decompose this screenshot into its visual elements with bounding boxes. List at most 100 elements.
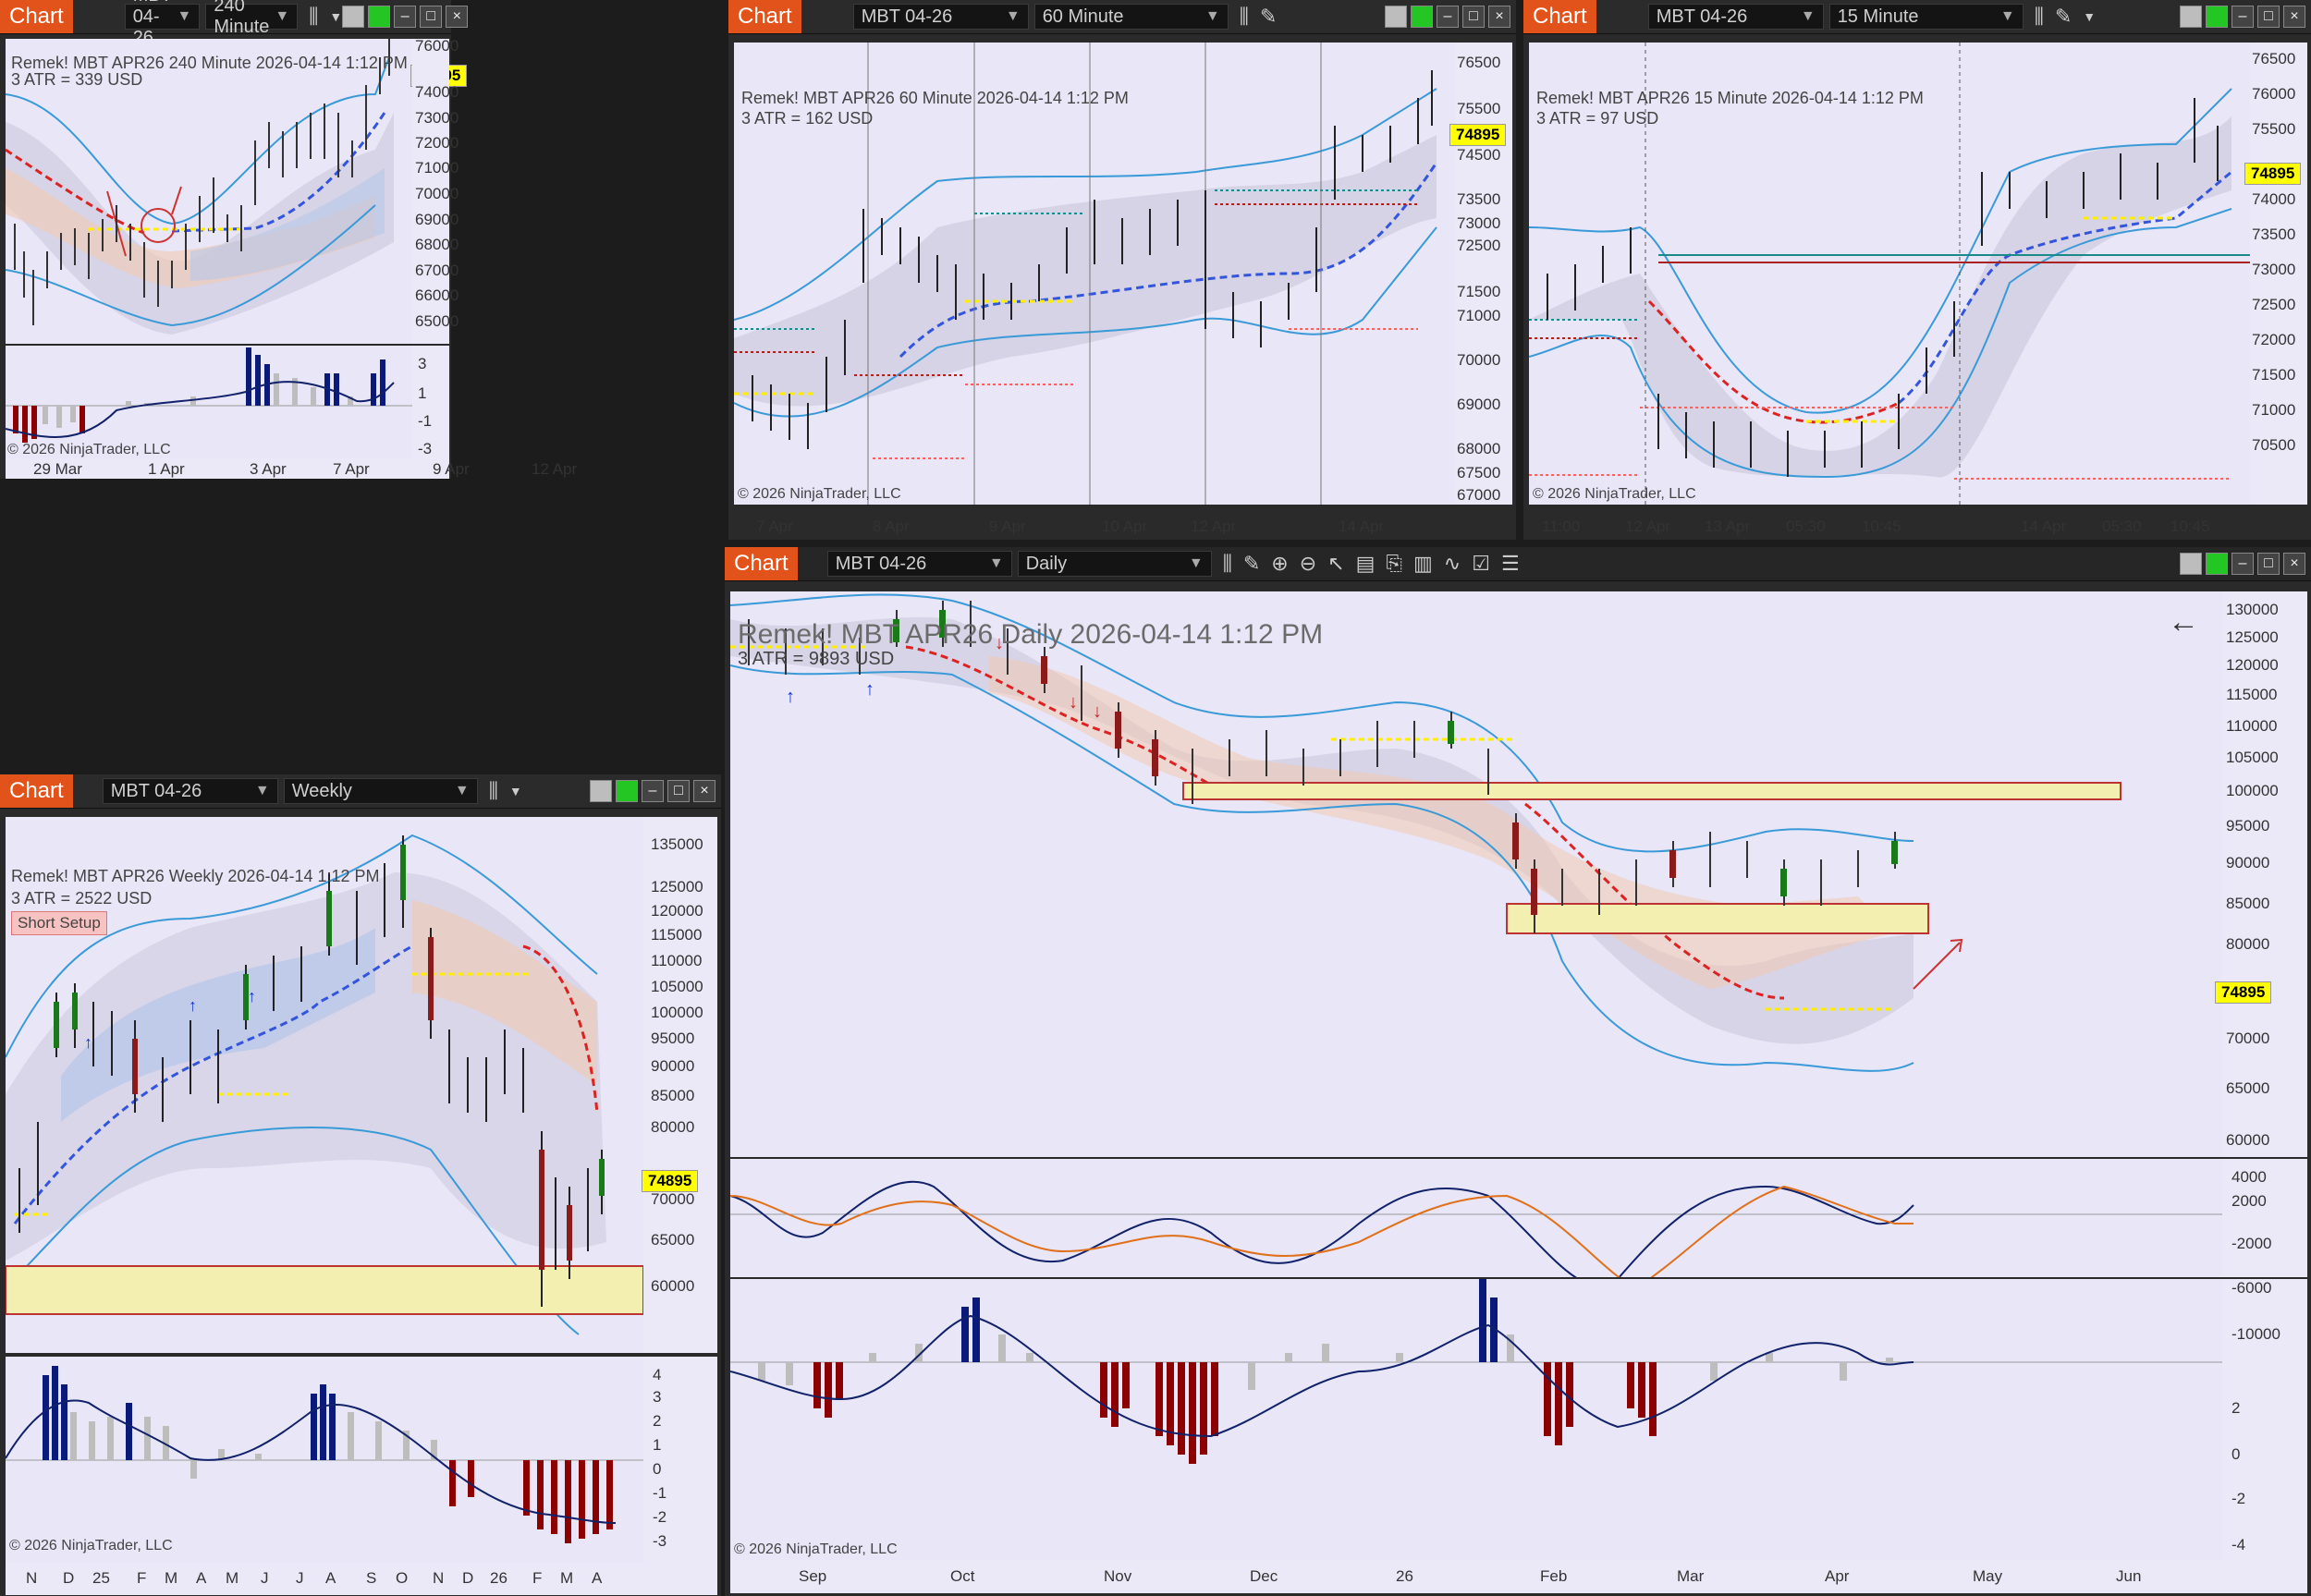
instrument-selector[interactable]: MBT 04-26▼: [826, 551, 1012, 577]
interval-selector[interactable]: 15 Minute ▼: [1828, 4, 2024, 30]
interval-selector[interactable]: Weekly ▼: [283, 778, 478, 804]
x-tick-label: 26: [1396, 1567, 1413, 1585]
pointer-icon[interactable]: ↖: [1327, 552, 1345, 575]
data-box-icon[interactable]: ▤: [1355, 552, 1376, 575]
x-tick-label: 29 Mar: [33, 460, 82, 478]
chart-title: Remek! MBT APR26 240 Minute 2026-04-14 1…: [11, 54, 408, 72]
zoom-out-icon[interactable]: ⊖: [1299, 552, 1317, 575]
maximize-button[interactable]: □: [667, 780, 690, 802]
strategies-icon[interactable]: ∿: [1443, 552, 1461, 575]
instrument-value: MBT 04-26: [861, 6, 953, 27]
link-color-button[interactable]: [2206, 553, 2228, 575]
maximize-button[interactable]: □: [420, 6, 443, 28]
maximize-button[interactable]: □: [2257, 6, 2280, 28]
svg-text:↓: ↓: [1093, 701, 1102, 722]
maximize-button[interactable]: □: [2257, 553, 2280, 575]
price-panel[interactable]: ↑ ↑ ↓ ↓ ↓ Remek! MBT APR26 Daily 2026-04-14…: [730, 591, 2222, 1157]
y-tick-label: 76000: [415, 37, 459, 55]
link-color-button[interactable]: [1411, 6, 1433, 28]
link-color-button[interactable]: [1385, 6, 1407, 28]
close-button[interactable]: ×: [693, 780, 715, 802]
osc-tick-label: -1: [418, 412, 433, 430]
minimize-button[interactable]: –: [394, 6, 417, 28]
price-panel[interactable]: ↑ ↑ ↑ Remek! MBT APR26 Weekly 2026-04-14 1…: [6, 817, 643, 1353]
y-tick-label: 69000: [1457, 396, 1501, 413]
dropdown-icon[interactable]: ▼: [2083, 9, 2097, 24]
price-panel[interactable]: Remek! MBT APR26 60 Minute 2026-04-14 1:…: [734, 43, 1455, 505]
bars-type-icon[interactable]: ⫼: [1239, 5, 1249, 28]
chart-menu-button[interactable]: Chart: [0, 0, 73, 33]
y-tick-label: 70000: [651, 1190, 695, 1208]
bars-type-icon[interactable]: ⫼: [2034, 5, 2044, 28]
oscillator-panel[interactable]: © 2026 NinjaTrader, LLC: [6, 346, 412, 458]
chart-menu-button[interactable]: Chart: [725, 547, 798, 580]
chart-menu-button[interactable]: Chart: [0, 774, 73, 808]
y-tick-label: 67000: [415, 262, 459, 279]
close-button[interactable]: ×: [1488, 6, 1510, 28]
y-tick-label: 66000: [415, 286, 459, 304]
interval-selector[interactable]: 240 Minute ▼: [205, 0, 299, 37]
drawing-tool-icon[interactable]: ✎: [1259, 5, 1278, 28]
link-color-button[interactable]: [2206, 6, 2228, 28]
oscillator-panel[interactable]: © 2026 NinjaTrader, LLC: [730, 1279, 2222, 1560]
time-axis: [6, 458, 449, 479]
minimize-button[interactable]: –: [2232, 6, 2254, 28]
indicators-icon[interactable]: ▥: [1412, 552, 1433, 575]
zoom-in-icon[interactable]: ⊕: [1271, 552, 1289, 575]
chevron-down-icon: ▼: [1204, 8, 1220, 24]
interval-selector[interactable]: 60 Minute ▼: [1033, 4, 1229, 30]
drawing-tool-icon[interactable]: ✎: [1242, 552, 1261, 575]
interval-selector[interactable]: Daily ▼: [1017, 551, 1212, 577]
close-button[interactable]: ×: [446, 6, 469, 28]
dropdown-icon[interactable]: ▼: [329, 9, 343, 24]
bars-type-icon[interactable]: ⫼: [309, 5, 319, 28]
y-tick-label: 105000: [651, 978, 703, 995]
maximize-button[interactable]: □: [1462, 6, 1485, 28]
price-axis: [2222, 591, 2307, 1157]
price-panel[interactable]: Remek! MBT APR26 240 Minute 2026-04-14 1…: [6, 39, 412, 344]
link-color-button[interactable]: [368, 6, 391, 28]
chevron-down-icon: ▼: [275, 8, 290, 24]
link-color-button[interactable]: [616, 780, 638, 802]
chart-window-15min: Chart MBT 04-26 ▼ 15 Minute ▼ ⫼ ✎ ▼ – □ ×: [1523, 0, 2311, 540]
y-tick-label: 76000: [2252, 85, 2296, 103]
macd-tick-label: -2000: [2232, 1235, 2272, 1252]
chevron-down-icon: ▼: [454, 783, 470, 798]
y-tick-label: 72000: [2252, 331, 2296, 348]
oscillator-svg: [730, 1279, 2222, 1464]
instrument-selector[interactable]: MBT 04-26▼: [1647, 4, 1824, 30]
minimize-button[interactable]: –: [1437, 6, 1459, 28]
x-tick-label: 10:45: [1862, 518, 1901, 535]
macd-panel[interactable]: [730, 1159, 2222, 1277]
instrument-selector[interactable]: MBT 04-26▼: [124, 0, 201, 48]
dropdown-icon[interactable]: ▼: [508, 784, 522, 798]
price-panel[interactable]: Remek! MBT APR26 15 Minute 2026-04-14 1:…: [1529, 43, 2250, 505]
instrument-selector[interactable]: MBT 04-26▼: [102, 778, 278, 804]
x-tick-label: 11:00: [1542, 518, 1581, 535]
close-button[interactable]: ×: [2283, 553, 2305, 575]
y-tick-label: 72500: [2252, 296, 2296, 313]
close-button[interactable]: ×: [2283, 6, 2305, 28]
bars-type-icon[interactable]: ⫼: [488, 779, 498, 802]
templates-icon[interactable]: ⎘: [1386, 552, 1402, 575]
bars-type-icon[interactable]: ⫼: [1222, 552, 1232, 575]
chart-menu-button[interactable]: Chart: [1523, 0, 1596, 33]
drawing-tool-icon[interactable]: ✎: [2054, 5, 2073, 28]
back-arrow-icon[interactable]: ←: [2168, 604, 2199, 640]
chart-trader-icon[interactable]: ☰: [1500, 552, 1520, 575]
link-color-button[interactable]: [342, 6, 365, 28]
minimize-button[interactable]: –: [642, 780, 664, 802]
osc-tick-label: 4: [653, 1366, 662, 1383]
properties-icon[interactable]: ☑: [1472, 552, 1490, 575]
chart-menu-button[interactable]: Chart: [728, 0, 801, 33]
minimize-button[interactable]: –: [2232, 553, 2254, 575]
osc-tick-label: 3: [653, 1388, 662, 1406]
link-color-button[interactable]: [2180, 6, 2202, 28]
y-tick-label: 71000: [1457, 307, 1501, 324]
link-color-button[interactable]: [2180, 553, 2202, 575]
oscillator-panel[interactable]: © 2026 NinjaTrader, LLC: [6, 1357, 643, 1562]
instrument-selector[interactable]: MBT 04-26▼: [852, 4, 1029, 30]
link-color-button[interactable]: [590, 780, 612, 802]
x-tick-label: 7 Apr: [756, 518, 793, 535]
x-tick-label: 12 Apr: [1625, 518, 1671, 535]
